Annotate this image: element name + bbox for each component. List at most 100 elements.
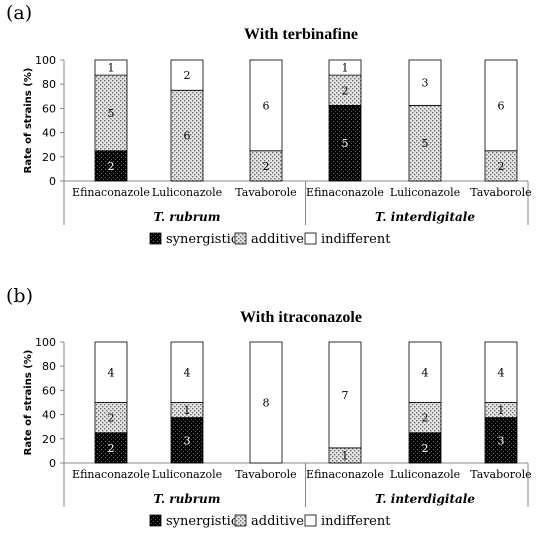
x-tick-label: Luliconazole — [390, 468, 460, 481]
legend-label: indifferent — [321, 232, 391, 247]
bar-segment-indifferent — [408, 341, 442, 403]
bar-segment-additive — [408, 104, 442, 182]
x-tick-label: Efinaconazole — [72, 186, 150, 199]
bar-segment-indifferent — [408, 59, 442, 106]
legend-label: synergistic — [166, 514, 238, 529]
panel-label: (b) — [6, 285, 33, 307]
bar-segment-indifferent — [249, 341, 283, 464]
bar-data-label: 7 — [342, 389, 349, 402]
y-tick-label: 20 — [42, 151, 56, 164]
bar-data-label: 2 — [108, 160, 115, 173]
y-tick-label: 80 — [42, 78, 56, 91]
bar-data-label: 3 — [184, 434, 191, 447]
legend-label: additive — [251, 232, 304, 247]
bar-data-label: 1 — [108, 62, 115, 75]
y-tick-label: 40 — [42, 409, 56, 422]
x-tick-label: Tavaborole — [235, 468, 296, 481]
legend-swatch-indifferent — [304, 514, 317, 527]
bar-data-label: 2 — [263, 160, 270, 173]
x-tick-label: Tavaborole — [470, 186, 531, 199]
panel-label: (a) — [6, 2, 32, 24]
y-tick-label: 100 — [35, 336, 56, 349]
legend-swatch-additive — [234, 514, 247, 527]
bar-segment-indifferent — [94, 341, 128, 403]
bar-segment-synergistic — [94, 150, 128, 182]
bar-segment-additive — [249, 150, 283, 182]
bar-data-label: 2 — [108, 442, 115, 455]
y-tick-label: 0 — [49, 457, 56, 470]
bar-segment-synergistic — [328, 104, 362, 182]
chart-title: With itraconazole — [240, 309, 362, 326]
x-tick-label: Luliconazole — [152, 186, 222, 199]
bar-data-label: 8 — [263, 397, 270, 410]
y-tick-label: 100 — [35, 54, 56, 67]
bar-data-label: 5 — [422, 137, 429, 150]
bar-data-label: 6 — [498, 99, 505, 112]
x-tick-label: Luliconazole — [152, 468, 222, 481]
bar-data-label: 1 — [342, 62, 349, 75]
bar-segment-indifferent — [249, 59, 283, 152]
x-tick-label: Luliconazole — [390, 186, 460, 199]
bar-data-label: 2 — [342, 84, 349, 97]
y-tick-label: 80 — [42, 360, 56, 373]
bar-segment-synergistic — [408, 432, 442, 464]
bar-data-label: 4 — [498, 366, 505, 379]
bar-segment-additive — [408, 402, 442, 434]
chart-panel-1: (b) With itraconazole Rate of strains (%) 0… — [6, 285, 532, 529]
legend-swatch-indifferent — [304, 232, 317, 245]
y-tick-label: 0 — [49, 175, 56, 188]
legend-label: synergistic — [166, 232, 238, 247]
bar-data-label: 2 — [184, 69, 191, 82]
bar-data-label: 1 — [184, 404, 191, 417]
group-label: T. rubrum — [154, 210, 221, 224]
bar-segment-indifferent — [170, 341, 204, 403]
chart-panel-0: (a) With terbinafine Rate of strains (%) 0 2… — [6, 2, 532, 247]
bar-segment-synergistic — [484, 417, 518, 464]
bar-segment-additive — [94, 402, 128, 434]
legend-swatch-synergistic — [149, 514, 162, 527]
legend-swatch-additive — [234, 232, 247, 245]
bar-data-label: 4 — [108, 366, 115, 379]
bar-segment-synergistic — [170, 417, 204, 464]
legend-label: additive — [251, 514, 304, 529]
bar-segment-additive — [170, 89, 204, 182]
bar-data-label: 6 — [263, 99, 270, 112]
y-axis-label: Rate of strains (%) — [23, 350, 34, 456]
bar-segment-indifferent — [328, 59, 362, 76]
group-label: T. interdigitale — [375, 210, 475, 224]
bar-segment-additive — [328, 74, 362, 106]
bar-data-label: 2 — [422, 442, 429, 455]
y-tick-label: 20 — [42, 433, 56, 446]
bar-data-label: 2 — [108, 412, 115, 425]
bar-data-label: 3 — [422, 77, 429, 90]
bar-data-label: 4 — [422, 366, 429, 379]
bar-segment-indifferent — [94, 59, 128, 76]
bar-segment-additive — [94, 74, 128, 152]
x-tick-label: Efinaconazole — [306, 468, 384, 481]
bar-segment-synergistic — [94, 432, 128, 464]
bar-data-label: 5 — [342, 137, 349, 150]
legend-swatch-synergistic — [149, 232, 162, 245]
legend-label: indifferent — [321, 514, 391, 529]
chart-title: With terbinafine — [244, 26, 358, 43]
bar-data-label: 2 — [498, 160, 505, 173]
bar-segment-indifferent — [328, 341, 362, 449]
y-tick-label: 60 — [42, 384, 56, 397]
x-tick-label: Tavaborole — [470, 468, 531, 481]
group-label: T. interdigitale — [375, 492, 475, 506]
group-label: T. rubrum — [154, 492, 221, 506]
bar-data-label: 1 — [498, 404, 505, 417]
bar-data-label: 3 — [498, 434, 505, 447]
x-tick-label: Tavaborole — [235, 186, 296, 199]
x-tick-label: Efinaconazole — [306, 186, 384, 199]
bar-data-label: 1 — [342, 449, 349, 462]
bar-data-label: 6 — [184, 130, 191, 143]
bar-segment-indifferent — [484, 59, 518, 152]
y-tick-label: 60 — [42, 102, 56, 115]
bar-data-label: 2 — [422, 412, 429, 425]
y-tick-label: 40 — [42, 127, 56, 140]
bar-segment-indifferent — [170, 59, 204, 91]
y-axis-label: Rate of strains (%) — [23, 68, 34, 174]
x-tick-label: Efinaconazole — [72, 468, 150, 481]
